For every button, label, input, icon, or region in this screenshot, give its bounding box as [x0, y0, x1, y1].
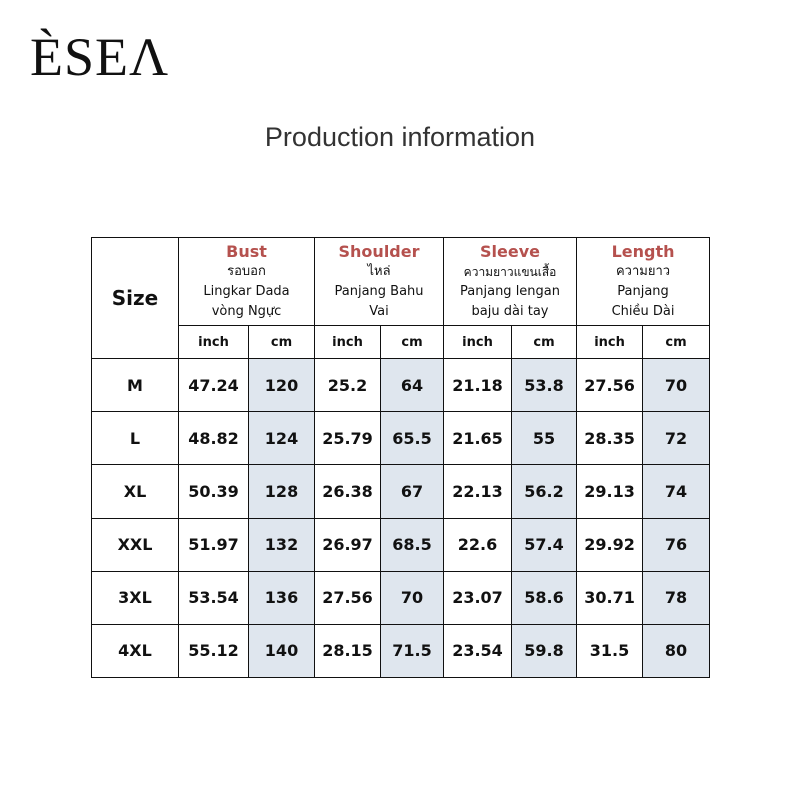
unit-cm: cm: [380, 325, 445, 360]
table-row: 4XL 55.12 140 28.15 71.5 23.54 59.8 31.5…: [91, 623, 711, 679]
unit-inch: inch: [314, 325, 382, 360]
bust-header: Bust รอบอก Lingkar Dada vòng Ngực: [177, 236, 316, 327]
bust-inch-cell: 50.39: [178, 464, 249, 519]
header-row: Size Bust รอบอก Lingkar Dada vòng Ngực S…: [91, 236, 711, 360]
length-label-id: Panjang: [617, 283, 669, 299]
table-row: XXL 51.97 132 26.97 68.5 22.6 57.4 29.92…: [91, 517, 711, 572]
bust-label-vi: vòng Ngực: [211, 303, 282, 319]
sleeve-label: Sleeve: [480, 241, 541, 261]
page-title: Production information: [264, 122, 536, 152]
length-cm-cell: 80: [642, 623, 711, 679]
sleeve-inch-cell: 23.07: [443, 570, 513, 625]
bust-inch-cell: 47.24: [178, 358, 249, 413]
length-label-vi: Chiều Dài: [611, 303, 675, 319]
length-inch-cell: 31.5: [576, 623, 644, 679]
unit-cm: cm: [511, 325, 578, 360]
length-inch-cell: 28.35: [576, 411, 644, 466]
unit-row: inch cm inch cm inch cm inch cm: [92, 325, 711, 360]
length-inch-cell: 29.92: [576, 517, 644, 572]
length-label-th: ความยาว: [615, 263, 671, 279]
sleeve-cm-cell: 55: [511, 411, 578, 466]
sleeve-inch-cell: 21.18: [443, 358, 513, 413]
sleeve-label-id2b: dài tay: [503, 303, 549, 319]
shoulder-inch-cell: 26.97: [314, 517, 382, 572]
unit-cm: cm: [247, 325, 316, 360]
shoulder-label-id: Panjang Bahu: [334, 283, 424, 299]
length-inch-cell: 29.13: [576, 464, 644, 519]
sleeve-inch-cell: 22.6: [443, 517, 513, 572]
bust-cm-cell: 128: [247, 464, 316, 519]
length-cm-cell: 78: [642, 570, 711, 625]
sleeve-inch-cell: 22.13: [443, 464, 513, 519]
bust-cm-cell: 120: [247, 358, 316, 413]
bust-inch-cell: 48.82: [178, 411, 249, 466]
length-cm-cell: 72: [642, 411, 711, 466]
sleeve-inch-cell: 21.65: [443, 411, 513, 466]
size-cell: L: [91, 411, 179, 466]
unit-inch: inch: [178, 325, 249, 360]
sleeve-cm-cell: 58.6: [511, 570, 578, 625]
bust-cm-cell: 140: [247, 623, 316, 679]
shoulder-inch-cell: 25.79: [314, 411, 382, 466]
unit-cm: cm: [642, 325, 711, 360]
sleeve-cm-cell: 56.2: [511, 464, 578, 519]
sleeve-label-th: ความยาวแขนเสื้อ: [463, 264, 557, 279]
length-header: Length ความยาว Panjang Chiều Dài: [576, 236, 711, 327]
shoulder-cm-cell: 68.5: [380, 517, 445, 572]
sleeve-header: Sleeve ความยาวแขนเสื้อ Panjang lengan ba…: [443, 236, 578, 327]
shoulder-label-th: ไหล่: [367, 263, 391, 279]
shoulder-cm-cell: 65.5: [380, 411, 445, 466]
sleeve-label-extra: baju dài tay: [444, 302, 576, 322]
bust-cm-cell: 124: [247, 411, 316, 466]
size-cell: 4XL: [91, 623, 179, 679]
sleeve-cm-cell: 59.8: [511, 623, 578, 679]
shoulder-label-vi: Vai: [369, 303, 389, 319]
sleeve-label-id2a: baju: [471, 303, 500, 319]
sleeve-inch-cell: 23.54: [443, 623, 513, 679]
bust-label-th: รอบอก: [227, 263, 266, 279]
unit-inch: inch: [576, 325, 644, 360]
shoulder-inch-cell: 25.2: [314, 358, 382, 413]
sleeve-cm-cell: 57.4: [511, 517, 578, 572]
sleeve-cm-cell: 53.8: [511, 358, 578, 413]
bust-inch-cell: 51.97: [178, 517, 249, 572]
bust-label-id: Lingkar Dada: [203, 283, 290, 299]
shoulder-label: Shoulder: [338, 241, 420, 261]
unit-inch: inch: [443, 325, 513, 360]
shoulder-cm-cell: 67: [380, 464, 445, 519]
size-column-header: Size: [91, 236, 179, 360]
sleeve-label-id: Panjang lengan: [460, 283, 561, 299]
table-row: XL 50.39 128 26.38 67 22.13 56.2 29.13 7…: [91, 464, 711, 519]
length-label: Length: [611, 241, 675, 261]
table-row: M 47.24 120 25.2 64 21.18 53.8 27.56 70: [91, 358, 711, 413]
bust-cm-cell: 136: [247, 570, 316, 625]
length-inch-cell: 30.71: [576, 570, 644, 625]
shoulder-header: Shoulder ไหล่ Panjang Bahu Vai: [314, 236, 445, 327]
shoulder-inch-cell: 27.56: [314, 570, 382, 625]
size-cell: 3XL: [91, 570, 179, 625]
bust-cm-cell: 132: [247, 517, 316, 572]
brand-logo: ÈSEΛ: [30, 27, 170, 87]
shoulder-cm-cell: 64: [380, 358, 445, 413]
length-cm-cell: 70: [642, 358, 711, 413]
table-row: L 48.82 124 25.79 65.5 21.65 55 28.35 72: [91, 411, 711, 466]
size-cell: M: [91, 358, 179, 413]
shoulder-cm-cell: 71.5: [380, 623, 445, 679]
length-cm-cell: 76: [642, 517, 711, 572]
length-inch-cell: 27.56: [576, 358, 644, 413]
size-cell: XXL: [91, 517, 179, 572]
size-chart-table: Size Bust รอบอก Lingkar Dada vòng Ngực S…: [91, 236, 711, 679]
size-cell: XL: [91, 464, 179, 519]
shoulder-cm-cell: 70: [380, 570, 445, 625]
shoulder-inch-cell: 28.15: [314, 623, 382, 679]
shoulder-inch-cell: 26.38: [314, 464, 382, 519]
bust-label: Bust: [226, 241, 267, 261]
bust-inch-cell: 53.54: [178, 570, 249, 625]
table-row: 3XL 53.54 136 27.56 70 23.07 58.6 30.71 …: [91, 570, 711, 625]
length-cm-cell: 74: [642, 464, 711, 519]
bust-inch-cell: 55.12: [178, 623, 249, 679]
